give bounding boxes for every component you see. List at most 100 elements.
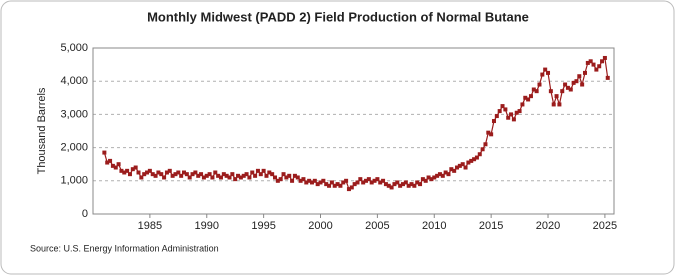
point [270,172,275,177]
point [457,163,462,168]
point [489,132,494,137]
point [582,70,587,75]
point [466,160,471,165]
point [528,94,533,99]
point [477,152,482,157]
point [253,173,258,178]
x-tick-label: 2025 [593,220,617,232]
point [273,175,278,180]
point [605,75,610,80]
point [233,177,238,182]
point [156,170,161,175]
point [218,175,223,180]
point [187,175,192,180]
point [440,173,445,178]
point [571,80,576,85]
point [292,173,297,178]
point [216,173,221,178]
point [147,168,152,173]
point [588,59,593,64]
point [386,183,391,188]
point [412,183,417,188]
point [341,180,346,185]
point [383,182,388,187]
point [526,97,531,102]
point [221,172,226,177]
plot-border [92,47,615,215]
point [594,67,599,72]
point [241,173,246,178]
point [537,82,542,87]
point [352,182,357,187]
point [600,59,605,64]
point [162,175,167,180]
point [597,64,602,69]
point [329,180,334,185]
point [480,147,485,152]
point [483,142,488,147]
point [264,173,269,178]
point [179,173,184,178]
point [358,177,363,182]
point [403,180,408,185]
point [261,168,266,173]
point [420,177,425,182]
y-tick-label: 3,000 [60,108,88,120]
point [494,114,499,119]
point [327,183,332,188]
point [361,180,366,185]
point [210,175,215,180]
point [321,178,326,183]
point [164,170,169,175]
point [364,178,369,183]
point [207,172,212,177]
point [369,180,374,185]
y-tick-label: 4,000 [60,75,88,87]
point [199,172,204,177]
point [125,168,130,173]
y-axis-label: Thousand Barrels [36,87,48,174]
point [196,173,201,178]
chart-title: Monthly Midwest (PADD 2) Field Productio… [147,9,529,24]
point [304,180,309,185]
x-tick-label: 1990 [195,220,219,232]
point [287,173,292,178]
point [366,177,371,182]
point [355,180,360,185]
point [577,74,582,79]
point [309,180,314,185]
point [255,168,260,173]
point [130,167,135,172]
point [335,182,340,187]
point [224,173,229,178]
point [472,157,477,162]
point [500,104,505,109]
point [315,182,320,187]
point [247,175,252,180]
point [381,178,386,183]
point [563,82,568,87]
point [449,167,454,172]
point [105,160,110,165]
point [435,173,440,178]
point [145,170,150,175]
point [568,87,573,92]
point [551,102,556,107]
point [201,175,206,180]
point [139,175,144,180]
point [486,130,491,135]
x-tick-label: 2005 [365,220,389,232]
point [227,175,232,180]
point [432,175,437,180]
point [167,168,172,173]
point [184,172,189,177]
point [267,170,272,175]
point [602,55,607,60]
point [389,185,394,190]
point [150,172,155,177]
point [540,72,545,77]
x-tick-label: 1995 [251,220,275,232]
point [318,180,323,185]
point [193,170,198,175]
x-tick-label: 1985 [138,220,162,232]
